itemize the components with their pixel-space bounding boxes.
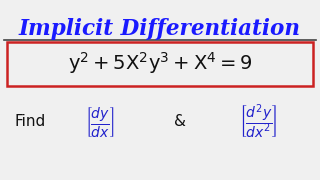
Text: Find: Find — [14, 114, 46, 129]
Text: Implicit Differentiation: Implicit Differentiation — [19, 18, 301, 40]
Text: $\left[\dfrac{dy}{dx}\right]$: $\left[\dfrac{dy}{dx}\right]$ — [85, 105, 115, 139]
FancyBboxPatch shape — [7, 42, 313, 86]
Text: $\left[\dfrac{d^2y}{dx^2}\right]$: $\left[\dfrac{d^2y}{dx^2}\right]$ — [239, 103, 277, 141]
Text: $\mathregular{y^2 + 5X^2y^3 + X^4 = 9}$: $\mathregular{y^2 + 5X^2y^3 + X^4 = 9}$ — [68, 50, 252, 76]
Text: &: & — [174, 114, 186, 129]
